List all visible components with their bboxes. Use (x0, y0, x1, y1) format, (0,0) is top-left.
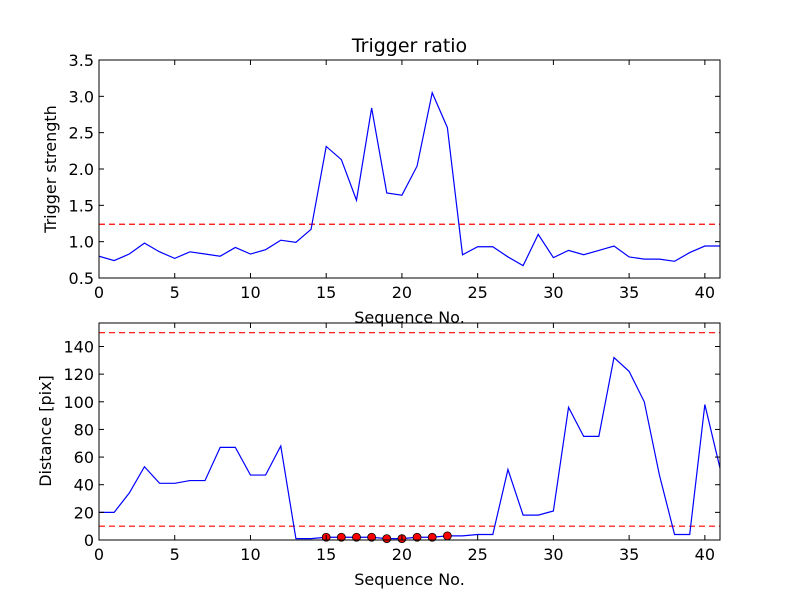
x-tick-label: 30 (543, 545, 563, 564)
data-point-marker (427, 532, 437, 542)
y-tick-label: 1.5 (69, 196, 94, 215)
data-point-marker (367, 532, 377, 542)
chart-title: Trigger ratio (351, 35, 467, 57)
distance-plot-area: 0 5 10 15 20 25 30 35 40 0 20 40 60 80 100 120 140 (63, 323, 720, 564)
x-tick-label: 25 (467, 545, 487, 564)
y-tick-label: 0.5 (69, 269, 94, 288)
series-line (99, 356, 720, 540)
x-tick-label: 20 (392, 545, 412, 564)
data-point-marker (336, 532, 346, 542)
y-axis-label: Trigger strength (41, 105, 60, 234)
data-point-marker (352, 532, 361, 542)
data-point-marker (442, 531, 452, 541)
x-tick-label: 15 (316, 545, 336, 564)
y-axis-label: Distance [pix] (36, 375, 55, 487)
data-point-marker (412, 532, 422, 542)
trigger-ratio-axes-frame (98, 59, 721, 279)
y-tick-label: 0 (84, 531, 94, 550)
y-tick-label: 3.0 (69, 87, 94, 106)
series-line (99, 90, 720, 267)
y-tick-label: 140 (63, 337, 94, 356)
trigger-ratio-plot-area: 0 5 10 15 20 25 30 35 40 0.5 1.0 1.5 2.0 2.5 3.0 3.5 (69, 51, 720, 302)
distance-chart: 0 5 10 15 20 25 30 35 40 0 20 40 60 80 100 120 140 Seque… (36, 322, 721, 589)
x-tick-label: 20 (392, 283, 412, 302)
y-tick-label: 1.0 (69, 233, 94, 252)
x-tick-label: 40 (695, 545, 715, 564)
y-tick-label: 20 (74, 503, 94, 522)
y-tick-label: 80 (74, 420, 94, 439)
x-tick-label: 35 (619, 545, 639, 564)
x-axis-label: Sequence No. (354, 308, 465, 327)
x-tick-label: 0 (94, 283, 104, 302)
y-tick-label: 60 (74, 448, 94, 467)
y-tick-label: 3.5 (69, 51, 94, 70)
x-tick-label: 25 (467, 283, 487, 302)
x-tick-label: 35 (619, 283, 639, 302)
trigger-ratio-chart: Trigger ratio 0 5 10 15 20 25 30 35 40 0.5 1.0 1.5 2… (41, 35, 721, 327)
x-tick-label: 5 (170, 283, 180, 302)
x-tick-label: 0 (94, 545, 104, 564)
y-tick-label: 2.5 (69, 124, 94, 143)
x-tick-label: 30 (543, 283, 563, 302)
y-tick-label: 40 (74, 476, 94, 495)
x-tick-label: 15 (316, 283, 336, 302)
x-tick-label: 5 (170, 545, 180, 564)
x-tick-label: 10 (240, 545, 260, 564)
x-axis-label: Sequence No. (354, 570, 465, 589)
data-point-marker (382, 534, 392, 544)
x-tick-label: 10 (240, 283, 260, 302)
y-tick-label: 2.0 (69, 160, 94, 179)
y-tick-label: 100 (63, 393, 94, 412)
distance-axes-frame (98, 322, 721, 541)
x-tick-label: 40 (695, 283, 715, 302)
y-tick-label: 120 (63, 365, 94, 384)
